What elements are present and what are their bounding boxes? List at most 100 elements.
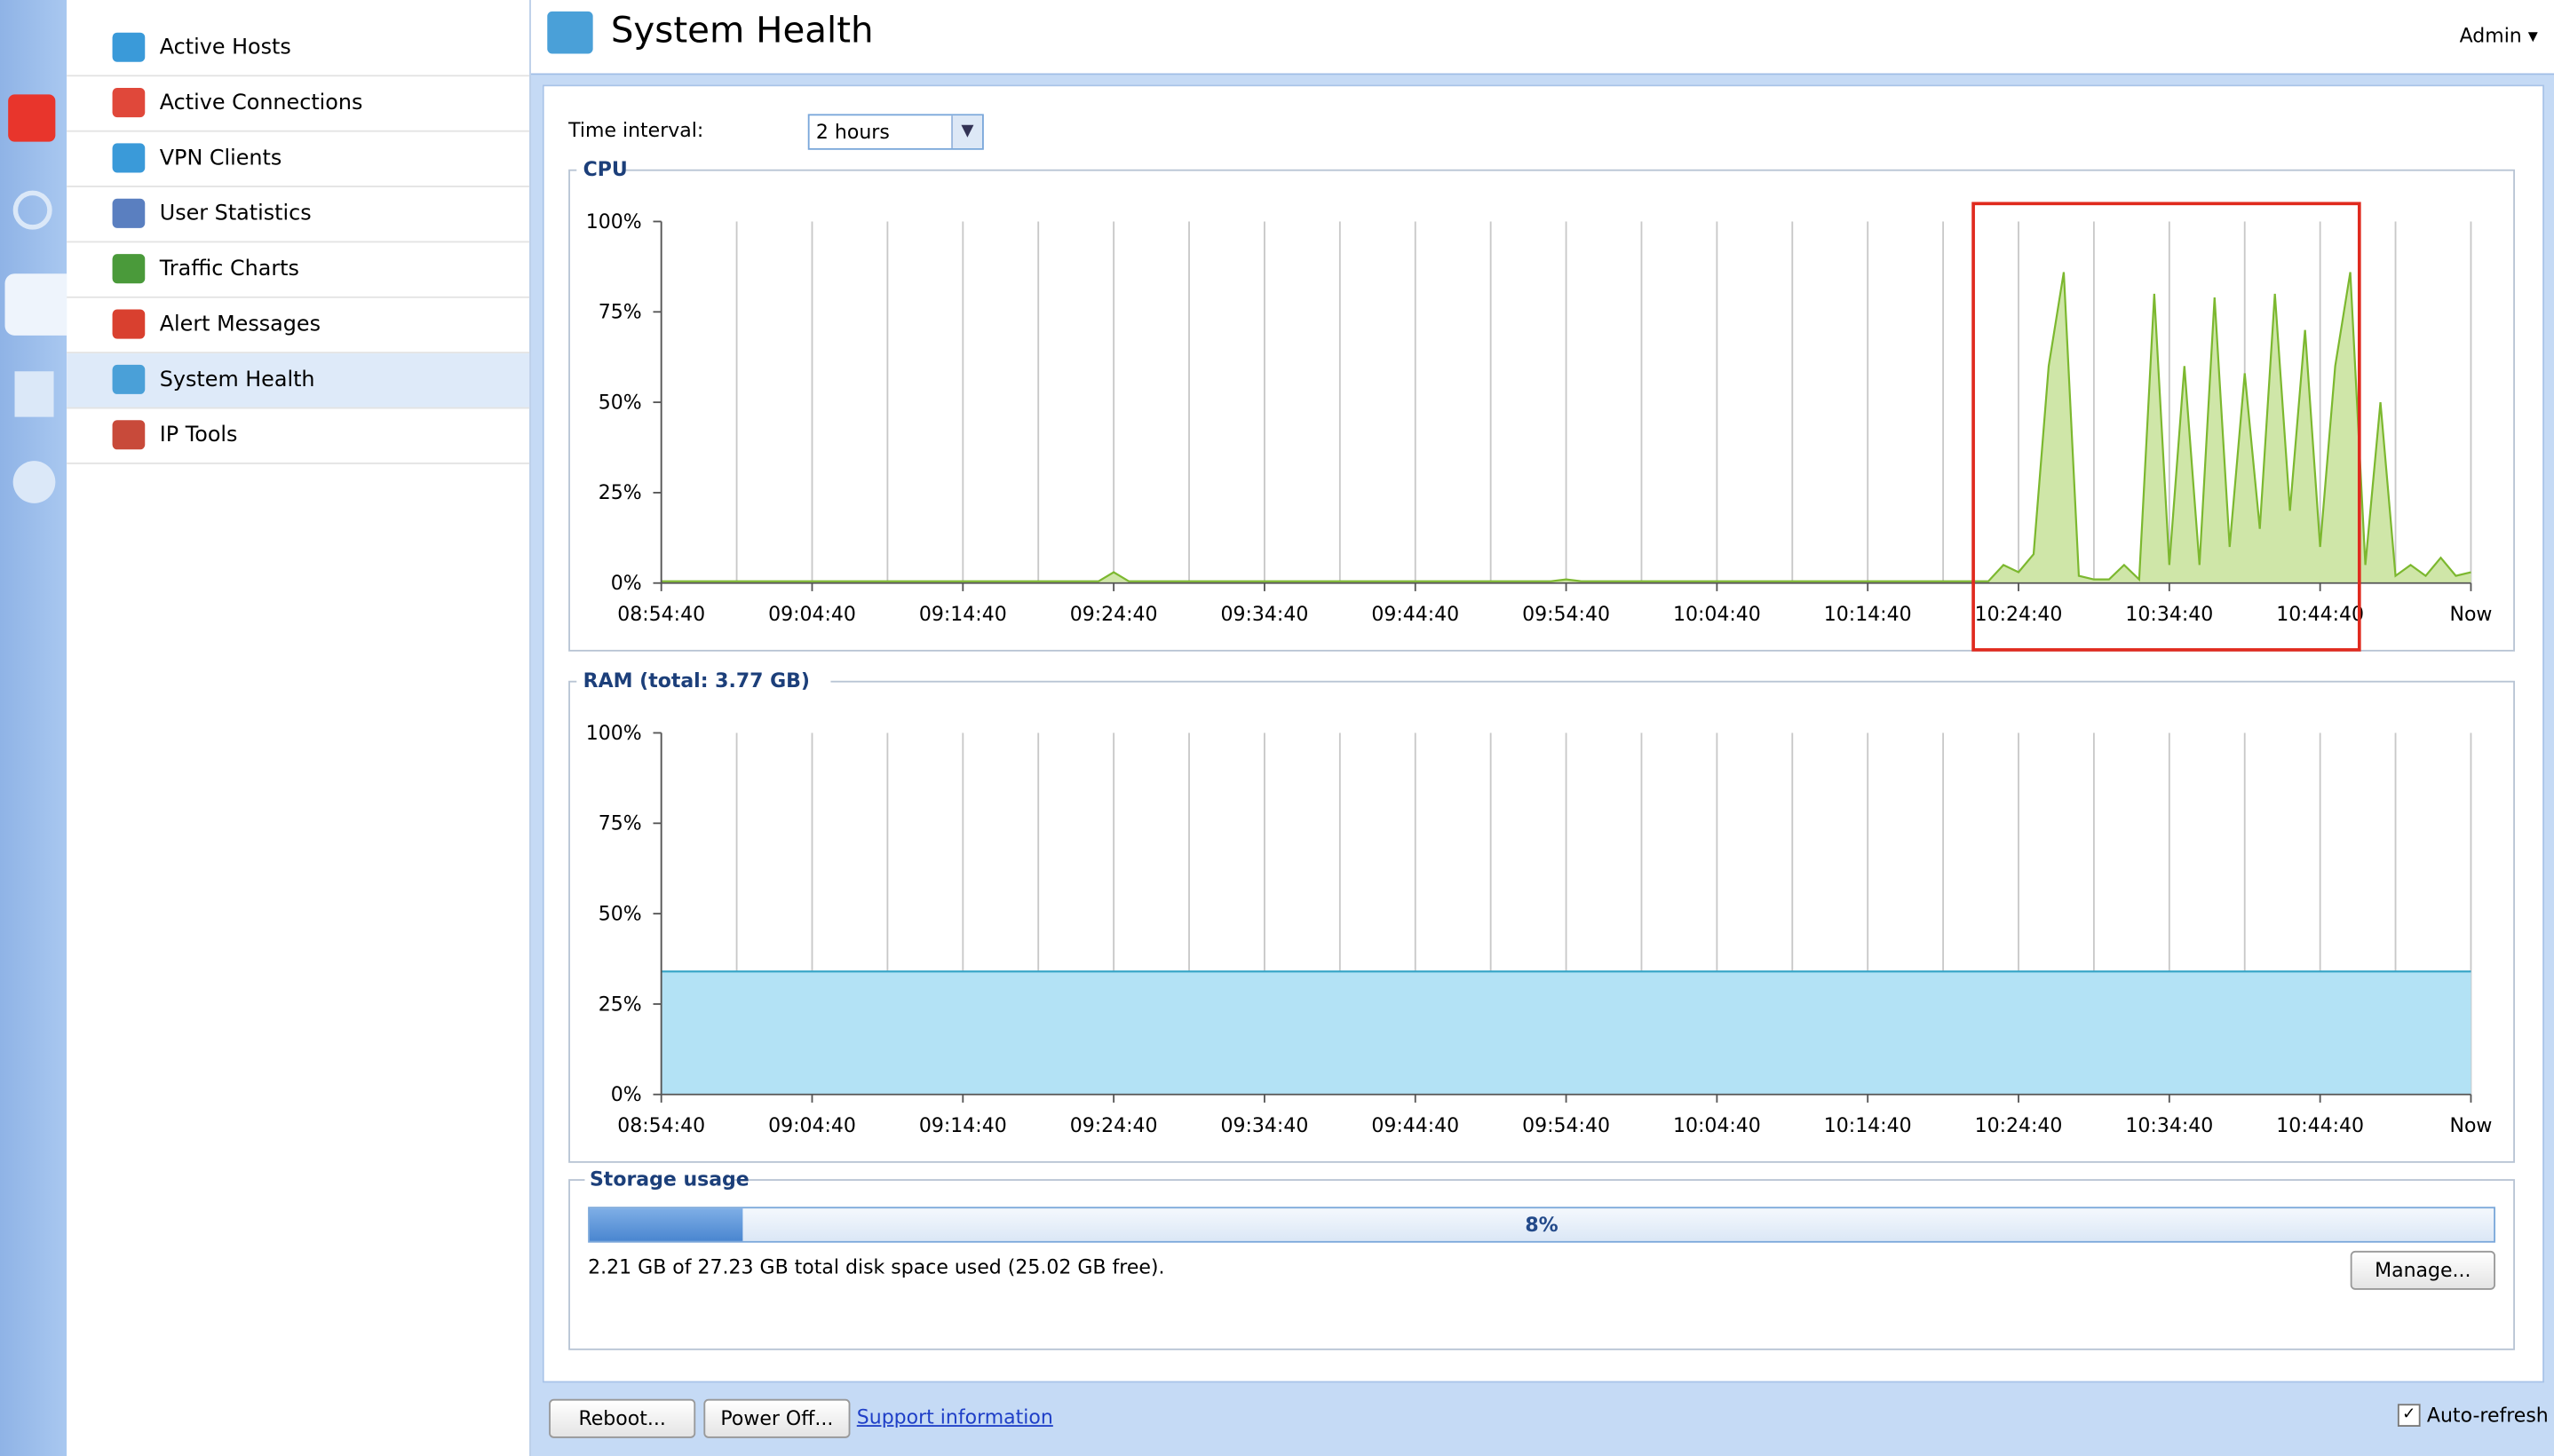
x-tick-label: 08:54:40 (617, 604, 705, 626)
x-tick-label: 10:14:40 (1824, 1115, 1912, 1137)
nav-label[interactable]: Alert Messages (159, 313, 321, 337)
autorefresh-label: Auto-refresh (2426, 1404, 2549, 1427)
x-tick-label: 09:44:40 (1371, 1115, 1459, 1137)
nav-label[interactable]: System Health (159, 368, 315, 393)
interval-value: 2 hours (815, 120, 890, 144)
interval-label: Time interval: (568, 118, 704, 142)
y-tick-label: 0% (611, 573, 642, 595)
series-line (661, 272, 2471, 582)
nav-icon (112, 420, 146, 450)
settings-icon[interactable] (12, 190, 52, 230)
nav-item[interactable]: Active Hosts (67, 21, 530, 77)
nav-icon (112, 88, 146, 118)
autorefresh-checkbox[interactable]: ✓ (2397, 1404, 2421, 1427)
x-tick-label: 10:14:40 (1824, 604, 1912, 626)
x-tick-label: 10:24:40 (1975, 1115, 2063, 1137)
content-panel (542, 84, 2544, 1383)
nav-icon (112, 143, 146, 173)
user-name[interactable]: Admin (2459, 24, 2522, 48)
storage-bar: 8% (588, 1207, 2495, 1243)
y-tick-label: 0% (611, 1084, 642, 1106)
x-tick-label: 10:44:40 (2276, 1115, 2364, 1137)
stats-icon[interactable] (4, 273, 67, 336)
reboot-button[interactable]: Reboot... (549, 1398, 696, 1438)
header: System Health Admin ▾ (530, 0, 2554, 75)
highlight-box (1971, 202, 2361, 652)
nav-icon (112, 309, 146, 339)
nav-label[interactable]: Traffic Charts (159, 257, 299, 282)
nav-item[interactable]: Alert Messages (67, 298, 530, 354)
x-tick-label: 09:44:40 (1371, 604, 1459, 626)
x-tick-label: 09:14:40 (919, 1115, 1007, 1137)
nav-panel: Active Hosts Active Connections VPN Client… (67, 0, 531, 1456)
x-tick-label: 10:44:40 (2276, 604, 2364, 626)
ram-frame (568, 680, 2515, 1163)
x-tick-label: 09:24:40 (1070, 1115, 1158, 1137)
x-tick-label: 10:24:40 (1975, 604, 2063, 626)
nav-label[interactable]: Active Connections (159, 91, 363, 116)
x-tick-label: 10:04:40 (1673, 604, 1761, 626)
manage-button[interactable]: Manage... (2350, 1250, 2495, 1290)
x-tick-label: 10:34:40 (2125, 604, 2213, 626)
x-tick-label: 10:34:40 (2125, 1115, 2213, 1137)
x-tick-label: Now (2449, 604, 2492, 626)
nav-label[interactable]: IP Tools (159, 423, 238, 448)
chart-title: CPU (583, 159, 628, 181)
nav-item[interactable]: Traffic Charts (67, 242, 530, 298)
x-tick-label: 09:34:40 (1221, 1115, 1309, 1137)
y-tick-label: 100% (586, 723, 642, 745)
storage-title-bg (584, 1167, 735, 1191)
storage-percent: 8% (1525, 1213, 1559, 1237)
nav-label[interactable]: Active Hosts (159, 36, 291, 60)
nav-icon (112, 364, 146, 394)
area-fill (661, 272, 2471, 583)
nav-icon (112, 254, 146, 284)
pie-icon[interactable] (12, 461, 56, 503)
page-title: System Health (610, 11, 874, 52)
nav-label[interactable]: VPN Clients (159, 146, 282, 171)
storage-title: Storage usage (590, 1168, 750, 1191)
chart-title-bg (576, 157, 626, 181)
icon-strip (0, 0, 67, 1456)
x-tick-label: 09:54:40 (1522, 1115, 1610, 1137)
header-icon (547, 11, 593, 54)
nav-item[interactable]: System Health (67, 353, 530, 409)
poweroff-button[interactable]: Power Off... (703, 1398, 851, 1438)
nav-label[interactable]: User Statistics (159, 202, 312, 226)
y-tick-label: 25% (599, 482, 642, 504)
x-tick-label: 09:14:40 (919, 604, 1007, 626)
y-tick-label: 50% (599, 392, 642, 414)
support-link[interactable]: Support information (856, 1405, 1053, 1428)
x-tick-label: 10:04:40 (1673, 1115, 1761, 1137)
y-tick-label: 50% (599, 903, 642, 925)
logs-icon[interactable] (14, 371, 54, 417)
x-tick-label: 09:34:40 (1221, 604, 1309, 626)
nav-item[interactable]: User Statistics (67, 187, 530, 243)
user-menu[interactable]: Admin ▾ (2459, 24, 2538, 48)
nav-item[interactable]: IP Tools (67, 408, 530, 464)
y-tick-label: 100% (586, 211, 642, 233)
y-tick-label: 25% (599, 993, 642, 1016)
x-tick-label: 08:54:40 (617, 1115, 705, 1137)
shield-icon[interactable] (8, 94, 56, 142)
dropdown-arrow[interactable]: ▼ (951, 115, 983, 148)
nav-item[interactable]: VPN Clients (67, 132, 530, 187)
x-tick-label: 09:04:40 (768, 604, 856, 626)
x-tick-label: 09:24:40 (1070, 604, 1158, 626)
storage-frame (568, 1179, 2515, 1350)
nav-item[interactable]: Active Connections (67, 76, 530, 132)
chart-title-bg (576, 669, 831, 692)
storage-fill (589, 1208, 742, 1241)
interval-select[interactable]: 2 hours ▼ (807, 114, 984, 150)
y-tick-label: 75% (599, 302, 642, 324)
x-tick-label: Now (2449, 1115, 2492, 1137)
cpu-frame (568, 169, 2515, 652)
y-tick-label: 75% (599, 813, 642, 835)
nav-icon (112, 32, 146, 62)
nav-icon (112, 198, 146, 228)
chart-title: RAM (total: 3.77 GB) (583, 670, 810, 692)
storage-text: 2.21 GB of 27.23 GB total disk space use… (588, 1255, 1165, 1279)
area-fill (661, 971, 2471, 1095)
